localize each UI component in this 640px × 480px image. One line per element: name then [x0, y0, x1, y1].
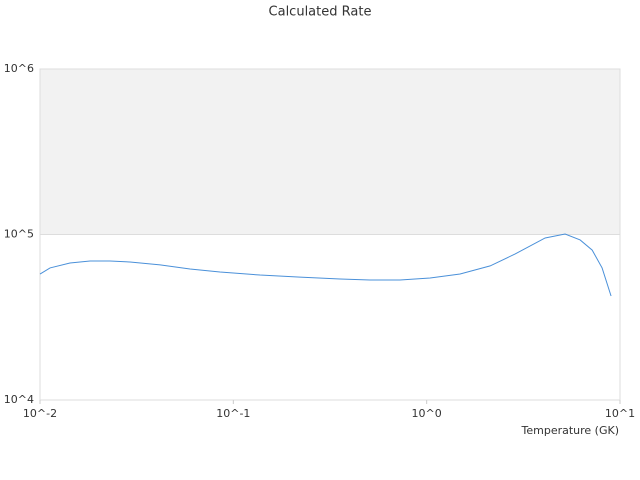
y-tick-label: 10^4 [4, 393, 34, 406]
x-tick-label: 10^0 [412, 407, 442, 420]
grid-band [40, 69, 620, 235]
x-tick-label: 10^-2 [23, 407, 57, 420]
x-axis-label: Temperature (GK) [521, 424, 620, 437]
chart-title: Calculated Rate [269, 5, 372, 20]
y-tick-label: 10^6 [4, 62, 34, 75]
y-tick-label: 10^5 [4, 228, 34, 241]
data-line [39, 233, 612, 297]
x-tick-label: 10^1 [605, 407, 635, 420]
x-tick-label: 10^-1 [216, 407, 250, 420]
